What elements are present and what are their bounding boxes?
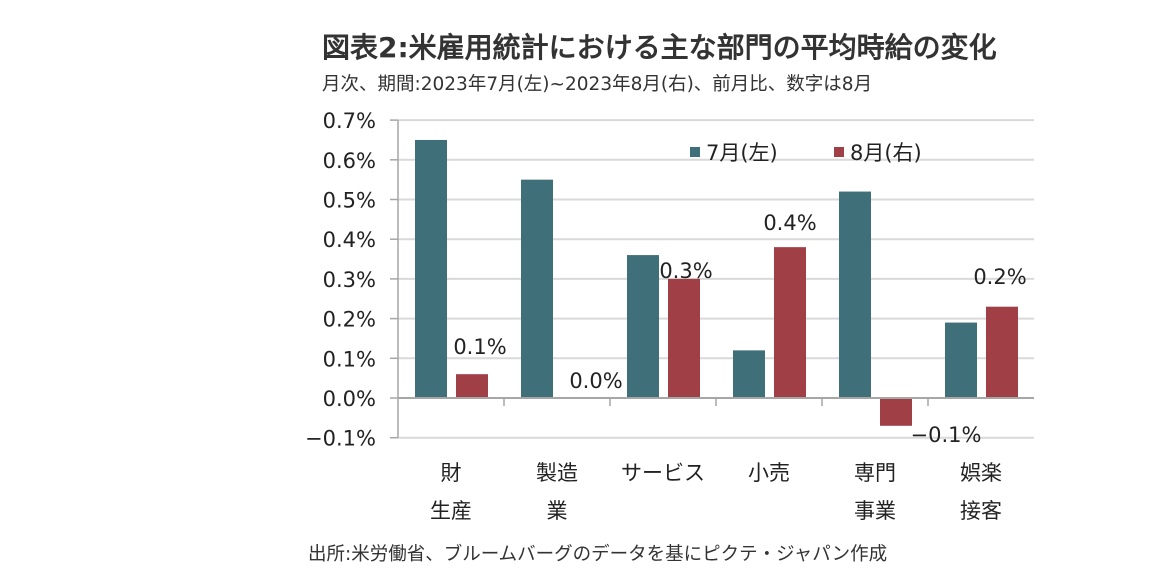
- y-tick-label: 0.1%: [323, 347, 376, 371]
- x-category-label: 業: [547, 499, 568, 523]
- x-category-label: 娯楽: [960, 461, 1002, 485]
- x-category-label: 専門: [854, 461, 896, 485]
- y-tick-label: 0.2%: [323, 308, 376, 332]
- legend-swatch: [834, 147, 844, 157]
- legend-label: 8月(右): [850, 141, 922, 165]
- y-tick-label: 0.3%: [323, 268, 376, 292]
- data-label: 0.1%: [453, 335, 506, 359]
- chart-subtitle: 月次、期間:2023年7月(左)~2023年8月(右)、前月比、数字は8月: [322, 74, 873, 95]
- chart-source: 出所:米労働省、ブルームバーグのデータを基にピクテ・ジャパン作成: [308, 544, 888, 565]
- bar-aug: [456, 374, 488, 398]
- x-category-label: 小売: [748, 461, 790, 485]
- bar-jul: [415, 139, 447, 398]
- bar-aug: [986, 306, 1018, 398]
- legend-label: 7月(左): [706, 141, 778, 165]
- x-category-label: 財: [441, 461, 462, 485]
- bar-jul: [733, 350, 765, 398]
- x-category-label: 接客: [960, 499, 1002, 523]
- y-tick-label: 0.6%: [323, 149, 376, 173]
- bar-aug: [774, 247, 806, 398]
- x-category-label: 事業: [854, 499, 896, 523]
- bar-aug: [668, 278, 700, 398]
- bar-jul: [627, 255, 659, 398]
- data-label: 0.0%: [569, 369, 622, 393]
- data-label: −0.1%: [911, 423, 982, 447]
- x-category-label: 生産: [430, 499, 472, 523]
- y-tick-label: 0.5%: [323, 189, 376, 213]
- data-label: 0.3%: [659, 259, 712, 283]
- x-category-label: サービス: [621, 461, 705, 485]
- data-label: 0.4%: [763, 211, 816, 235]
- bar-jul: [839, 191, 871, 398]
- x-category-label: 製造: [536, 461, 578, 485]
- legend-swatch: [690, 147, 700, 157]
- y-tick-label: −0.1%: [305, 427, 376, 451]
- y-tick-label: 0.7%: [323, 109, 376, 133]
- bar-jul: [945, 322, 977, 398]
- y-tick-label: 0.4%: [323, 228, 376, 252]
- chart-title: 図表2:米雇用統計における主な部門の平均時給の変化: [322, 31, 997, 64]
- y-tick-label: 0.0%: [323, 387, 376, 411]
- bar-aug: [880, 398, 912, 426]
- data-label: 0.2%: [973, 265, 1026, 289]
- bar-jul: [521, 179, 553, 398]
